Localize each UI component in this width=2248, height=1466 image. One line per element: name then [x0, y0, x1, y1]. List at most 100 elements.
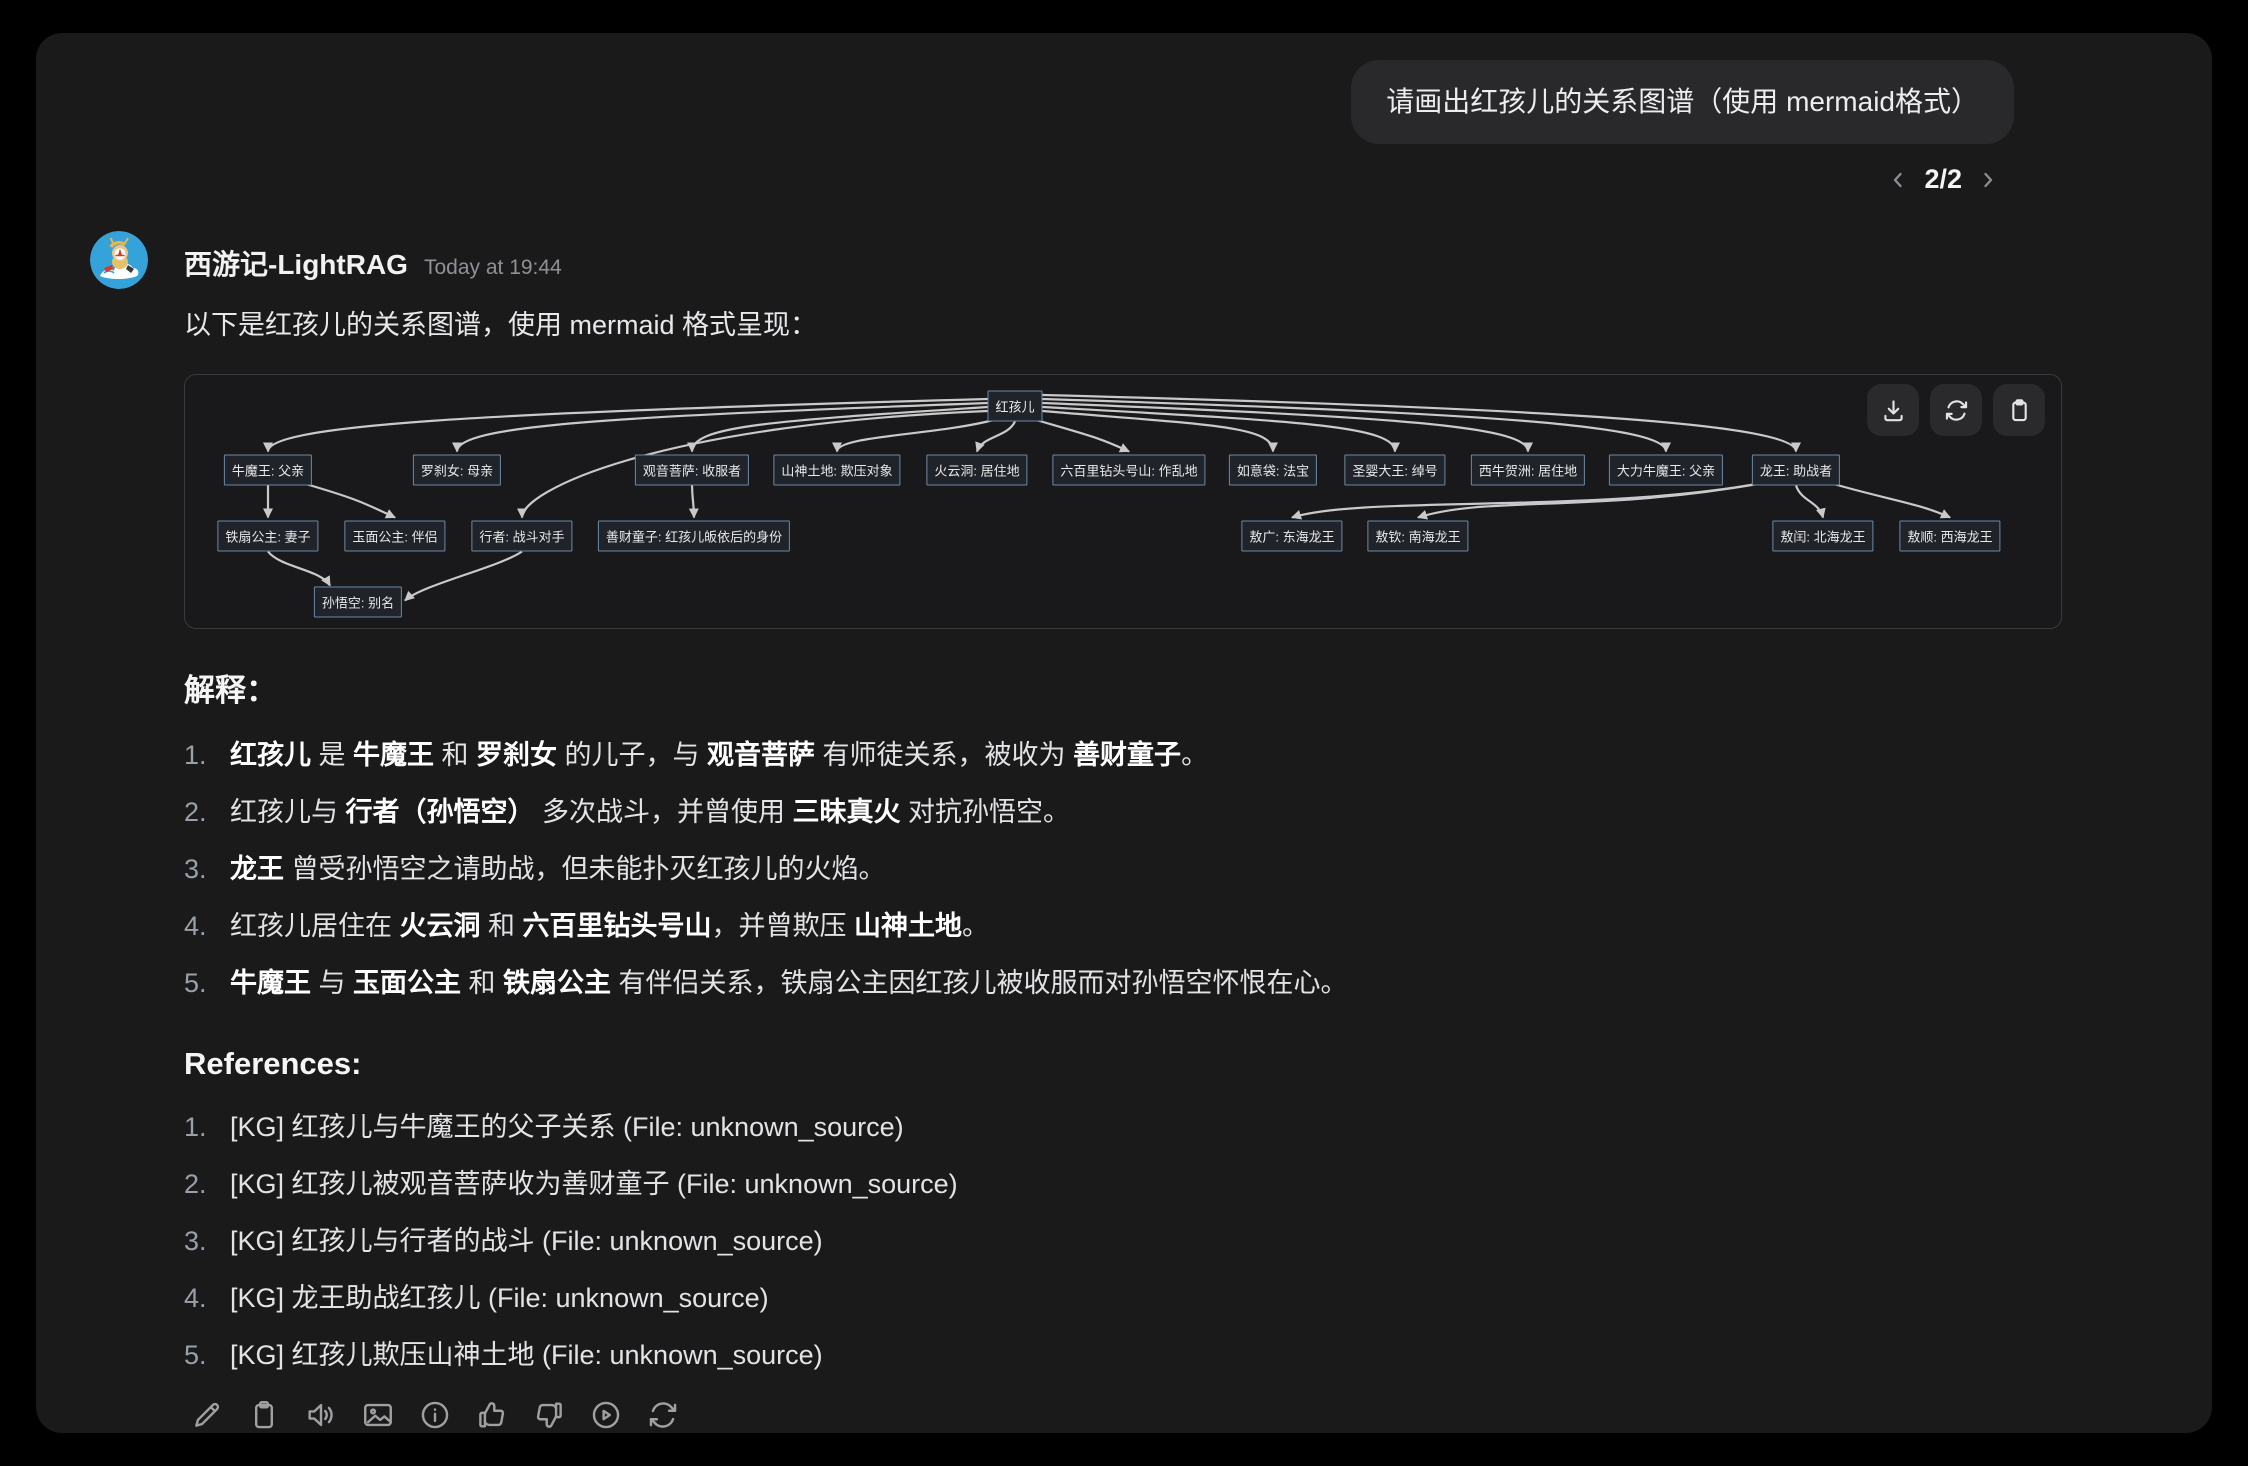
list-number: 2.	[184, 1169, 207, 1199]
message-actions	[190, 1398, 2062, 1432]
diagram-node: 罗刹女: 母亲	[412, 454, 502, 486]
copy-icon	[255, 1401, 273, 1429]
diagram-edge	[452, 401, 988, 453]
diagram-node: 敖钦: 南海龙王	[1367, 520, 1469, 552]
assistant-name: 西游记-LightRAG	[184, 249, 408, 280]
reference-item: 1. [KG] 红孩儿与牛魔王的父子关系 (File: unknown_sourc…	[184, 1110, 2062, 1144]
diagram-node: 观音菩萨: 收服者	[634, 454, 750, 486]
diagram-edge	[517, 409, 988, 519]
diagram-node: 敖顺: 西海龙王	[1899, 520, 2001, 552]
diagram-node: 六百里钻头号山: 作乱地	[1052, 454, 1206, 486]
image-button[interactable]	[361, 1398, 395, 1432]
thumbs-up-button[interactable]	[475, 1398, 509, 1432]
diagram-node: 铁扇公主: 妻子	[217, 520, 319, 552]
diagram-node: 如意袋: 法宝	[1228, 454, 1318, 486]
diagram-edge	[1417, 482, 1761, 520]
explanation-text: 红孩儿与 行者（孙悟空） 多次战斗，并曾使用 三昧真火 对抗孙悟空。	[230, 797, 1071, 827]
assistant-avatar	[90, 231, 148, 289]
diagram-edge	[1794, 485, 1826, 519]
diagram-edge	[1042, 397, 1671, 453]
message-timestamp: Today at 19:44	[423, 256, 562, 279]
explanation-text: 红孩儿居住在 火云洞 和 六百里钻头号山，并曾欺压 山神土地。	[230, 911, 990, 941]
diagram-edge	[1042, 409, 1278, 453]
diagram-node: 敖广: 东海龙王	[1241, 520, 1343, 552]
image-icon	[364, 1403, 392, 1427]
list-number: 5.	[184, 1340, 207, 1370]
user-message-row: 请画出红孩儿的关系图谱（使用 mermaid格式）	[184, 60, 2062, 144]
diagram-edge	[1034, 418, 1130, 453]
diagram-node: 敖闰: 北海龙王	[1772, 520, 1874, 552]
regenerate-button[interactable]	[646, 1398, 680, 1432]
diagram-node: 大力牛魔王: 父亲	[1608, 454, 1724, 486]
diagram-node: 龙王: 助战者	[1751, 454, 1841, 486]
diagram-edge	[1042, 401, 1533, 453]
diagram-node: 火云洞: 居住地	[926, 454, 1028, 486]
list-number: 3.	[184, 1226, 207, 1256]
copy-icon	[2011, 398, 2027, 421]
mermaid-diagram: 红孩儿 牛魔王: 父亲 罗刹女: 母亲 观音菩萨: 收服者 山神土地: 欺压对象 火云洞:…	[184, 374, 2062, 629]
reference-item: 5. [KG] 红孩儿欺压山神土地 (File: unknown_source)	[184, 1338, 2062, 1372]
diagram-edge	[1042, 393, 1801, 453]
explanation-text: 红孩儿 是 牛魔王 和 罗刹女 的儿子，与 观音菩萨 有师徒关系，被收为 善财童…	[230, 740, 1209, 770]
diagram-node: 善财童子: 红孩儿皈依后的身份	[597, 520, 791, 552]
refresh-button[interactable]	[1930, 384, 1982, 436]
explanation-item: 1. 红孩儿 是 牛魔王 和 罗刹女 的儿子，与 观音菩萨 有师徒关系，被收为 善…	[184, 738, 2062, 772]
thumbs-down-button[interactable]	[532, 1398, 566, 1432]
diagram-toolbar	[1867, 384, 2045, 436]
chevron-left-icon	[1894, 172, 1903, 187]
list-number: 3.	[184, 854, 207, 884]
next-page-button[interactable]	[1976, 168, 2000, 192]
info-icon	[421, 1401, 449, 1429]
diagram-edge	[267, 550, 331, 587]
regenerate-icon	[649, 1402, 677, 1428]
references-list: 1. [KG] 红孩儿与牛魔王的父子关系 (File: unknown_sourc…	[184, 1110, 2062, 1372]
edit-button[interactable]	[190, 1398, 224, 1432]
diagram-node: 西牛贺洲: 居住地	[1470, 454, 1586, 486]
explanation-item: 4. 红孩儿居住在 火云洞 和 六百里钻头号山，并曾欺压 山神土地。	[184, 909, 2062, 943]
explanation-list: 1. 红孩儿 是 牛魔王 和 罗刹女 的儿子，与 观音菩萨 有师徒关系，被收为 善…	[184, 738, 2062, 1000]
refresh-icon	[1945, 399, 1967, 421]
explanation-text: 龙王 曾受孙悟空之请助战，但未能扑灭红孩儿的火焰。	[230, 854, 886, 884]
explanation-item: 5. 牛魔王 与 玉面公主 和 铁扇公主 有伴侣关系，铁扇公主因红孩儿被收服而对孙…	[184, 966, 2062, 1000]
reference-text: [KG] 红孩儿被观音菩萨收为善财童子 (File: unknown_sourc…	[230, 1169, 958, 1199]
user-message-bubble: 请画出红孩儿的关系图谱（使用 mermaid格式）	[1351, 60, 2014, 144]
reference-text: [KG] 龙王助战红孩儿 (File: unknown_source)	[230, 1283, 769, 1313]
diagram-edge	[1042, 405, 1400, 453]
explanation-item: 3. 龙王 曾受孙悟空之请助战，但未能扑灭红孩儿的火焰。	[184, 852, 2062, 886]
list-number: 4.	[184, 1283, 207, 1313]
play-icon	[592, 1401, 620, 1429]
copy-button[interactable]	[247, 1398, 281, 1432]
copy-button[interactable]	[1993, 384, 2045, 436]
diagram-edge	[832, 418, 996, 453]
explanation-heading: 解释：	[184, 673, 277, 708]
explanation-item: 2. 红孩儿与 行者（孙悟空） 多次战斗，并曾使用 三昧真火 对抗孙悟空。	[184, 795, 2062, 829]
assistant-header: 西游记-LightRAG Today at 19:44	[184, 231, 2062, 283]
list-number: 5.	[184, 968, 207, 998]
speak-button[interactable]	[304, 1398, 338, 1432]
diagram-node: 行者: 战斗对手	[471, 520, 573, 552]
list-number: 1.	[184, 1112, 207, 1142]
list-number: 4.	[184, 911, 207, 941]
reference-text: [KG] 红孩儿与牛魔王的父子关系 (File: unknown_source)	[230, 1112, 904, 1142]
diagram-node: 红孩儿	[987, 390, 1043, 422]
diagram-edge	[688, 485, 699, 519]
info-button[interactable]	[418, 1398, 452, 1432]
prev-page-button[interactable]	[1886, 168, 1910, 192]
diagram-edge	[303, 482, 396, 519]
edit-icon	[195, 1402, 220, 1427]
message-pagination: 2/2	[184, 164, 2000, 195]
diagram-edge	[263, 397, 988, 453]
thumbs-down-icon	[536, 1402, 562, 1428]
monkey-avatar-icon	[90, 231, 148, 289]
download-button[interactable]	[1867, 384, 1919, 436]
thumbs-up-icon	[479, 1402, 505, 1428]
diagram-edge	[975, 420, 1016, 453]
play-button[interactable]	[589, 1398, 623, 1432]
reference-item: 2. [KG] 红孩儿被观音菩萨收为善财童子 (File: unknown_sou…	[184, 1167, 2062, 1201]
reference-text: [KG] 红孩儿欺压山神土地 (File: unknown_source)	[230, 1340, 823, 1370]
list-number: 1.	[184, 740, 207, 770]
explanation-text: 牛魔王 与 玉面公主 和 铁扇公主 有伴侣关系，铁扇公主因红孩儿被收服而对孙悟空…	[230, 968, 1348, 998]
assistant-message: 西游记-LightRAG Today at 19:44 以下是红孩儿的关系图谱，…	[90, 231, 2062, 1432]
reference-item: 3. [KG] 红孩儿与行者的战斗 (File: unknown_source)	[184, 1224, 2062, 1258]
list-number: 2.	[184, 797, 207, 827]
